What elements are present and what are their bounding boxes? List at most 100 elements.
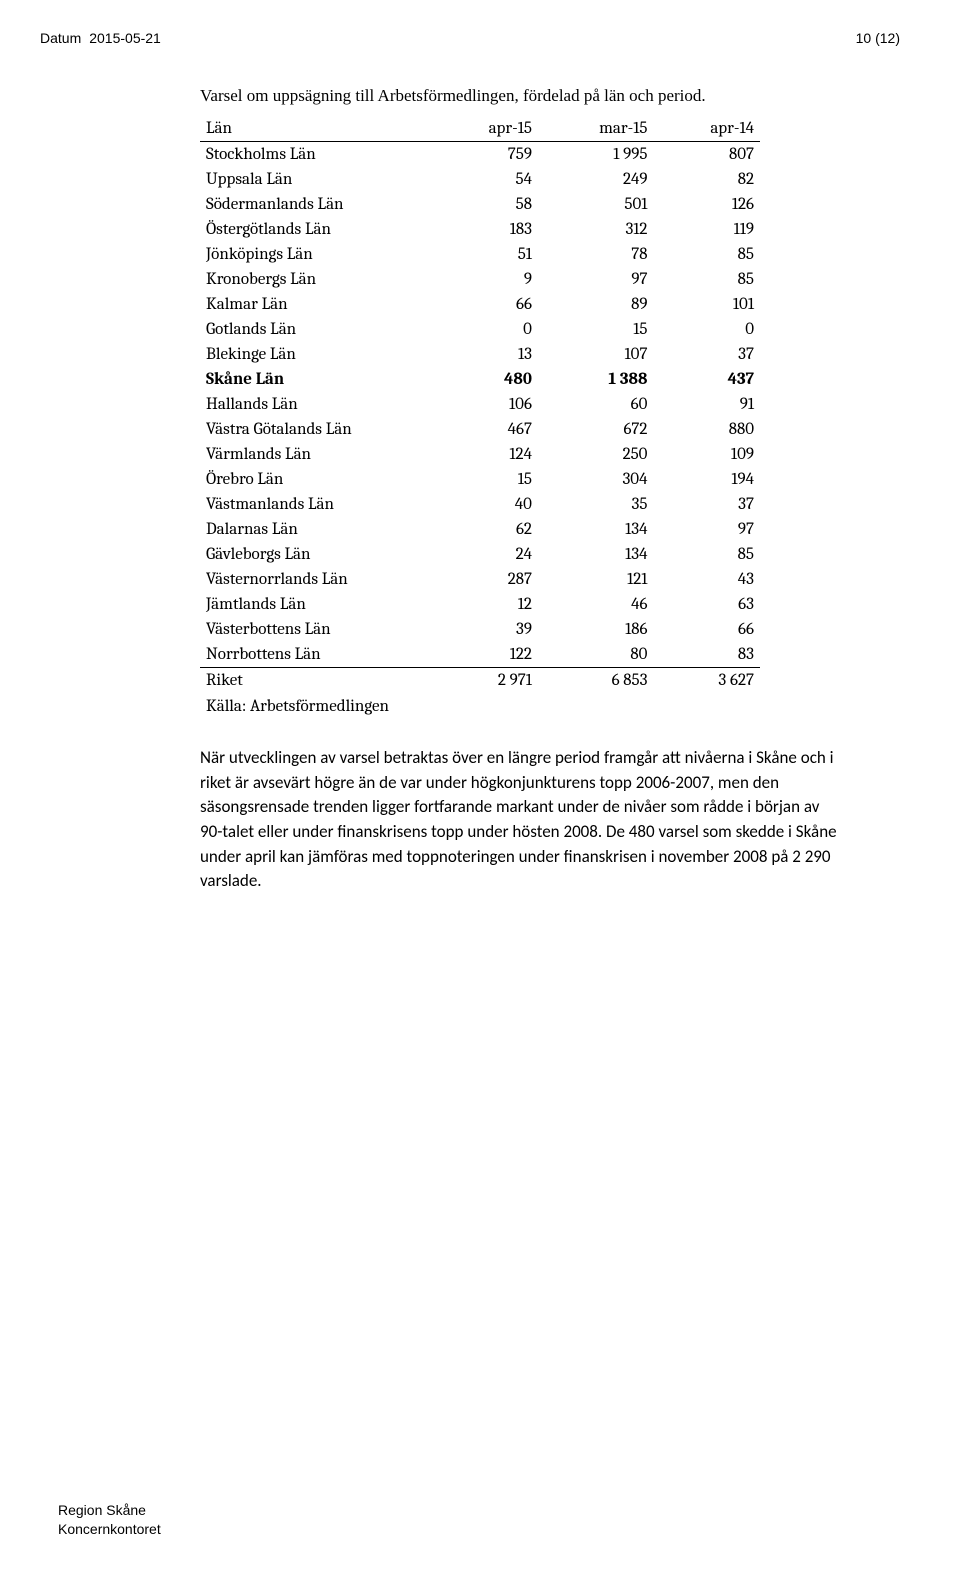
table-row: Skåne Län4801 388437 (200, 367, 760, 392)
cell-value: 183 (432, 217, 538, 242)
cell-name: Blekinge Län (200, 342, 432, 367)
cell-name: Västernorrlands Län (200, 567, 432, 592)
table-row: Uppsala Län5424982 (200, 167, 760, 192)
data-table: Län apr-15 mar-15 apr-14 Stockholms Län7… (200, 116, 760, 693)
page: Datum 2015-05-21 10 (12) Varsel om uppsä… (0, 0, 960, 1584)
table-source: Källa: Arbetsförmedlingen (200, 697, 860, 716)
cell-value: 60 (538, 392, 654, 417)
footer-line2: Koncernkontoret (58, 1520, 161, 1539)
cell-value: 304 (538, 467, 654, 492)
cell-name: Östergötlands Län (200, 217, 432, 242)
cell-value: 24 (432, 542, 538, 567)
col-header-lan: Län (200, 116, 432, 142)
cell-value: 12 (432, 592, 538, 617)
cell-value: 40 (432, 492, 538, 517)
cell-name: Värmlands Län (200, 442, 432, 467)
cell-name: Uppsala Län (200, 167, 432, 192)
col-header-mar15: mar-15 (538, 116, 654, 142)
cell-value: 82 (653, 167, 760, 192)
table-row: Kalmar Län6689101 (200, 292, 760, 317)
cell-value: 101 (653, 292, 760, 317)
table-row: Gävleborgs Län2413485 (200, 542, 760, 567)
cell-value: 134 (538, 517, 654, 542)
table-row: Västra Götalands Län467672880 (200, 417, 760, 442)
cell-value: 85 (653, 267, 760, 292)
cell-value: 15 (538, 317, 654, 342)
cell-value: 119 (653, 217, 760, 242)
cell-value: 3 627 (653, 668, 760, 694)
table-row: Blekinge Län1310737 (200, 342, 760, 367)
cell-name: Örebro Län (200, 467, 432, 492)
cell-value: 480 (432, 367, 538, 392)
cell-name: Kronobergs Län (200, 267, 432, 292)
cell-value: 85 (653, 242, 760, 267)
cell-value: 37 (653, 492, 760, 517)
cell-value: 2 971 (432, 668, 538, 694)
table-row: Södermanlands Län58501126 (200, 192, 760, 217)
cell-value: 807 (653, 142, 760, 168)
cell-name: Jönköpings Län (200, 242, 432, 267)
cell-value: 109 (653, 442, 760, 467)
table-row: Norrbottens Län1228083 (200, 642, 760, 668)
cell-name: Stockholms Län (200, 142, 432, 168)
datum-label: Datum (40, 30, 81, 46)
cell-value: 107 (538, 342, 654, 367)
cell-value: 194 (653, 467, 760, 492)
cell-value: 106 (432, 392, 538, 417)
cell-name: Kalmar Län (200, 292, 432, 317)
cell-value: 43 (653, 567, 760, 592)
cell-name: Gotlands Län (200, 317, 432, 342)
page-footer: Region Skåne Koncernkontoret (58, 1501, 161, 1539)
col-header-apr15: apr-15 (432, 116, 538, 142)
cell-value: 759 (432, 142, 538, 168)
cell-value: 124 (432, 442, 538, 467)
table-row: Västmanlands Län403537 (200, 492, 760, 517)
table-row: Gotlands Län0150 (200, 317, 760, 342)
cell-name: Hallands Län (200, 392, 432, 417)
table-row: Jämtlands Län124663 (200, 592, 760, 617)
cell-value: 437 (653, 367, 760, 392)
cell-value: 66 (432, 292, 538, 317)
cell-value: 66 (653, 617, 760, 642)
header-date: 2015-05-21 (89, 30, 161, 46)
cell-value: 6 853 (538, 668, 654, 694)
cell-name: Norrbottens Län (200, 642, 432, 668)
table-row: Dalarnas Län6213497 (200, 517, 760, 542)
cell-value: 80 (538, 642, 654, 668)
cell-value: 62 (432, 517, 538, 542)
cell-name: Skåne Län (200, 367, 432, 392)
table-total-row: Riket2 9716 8533 627 (200, 668, 760, 694)
cell-name: Södermanlands Län (200, 192, 432, 217)
table-row: Kronobergs Län99785 (200, 267, 760, 292)
cell-value: 39 (432, 617, 538, 642)
table-row: Östergötlands Län183312119 (200, 217, 760, 242)
cell-value: 13 (432, 342, 538, 367)
cell-name: Dalarnas Län (200, 517, 432, 542)
cell-value: 134 (538, 542, 654, 567)
table-row: Västernorrlands Län28712143 (200, 567, 760, 592)
cell-value: 249 (538, 167, 654, 192)
cell-value: 1 388 (538, 367, 654, 392)
cell-value: 46 (538, 592, 654, 617)
cell-value: 54 (432, 167, 538, 192)
cell-value: 126 (653, 192, 760, 217)
cell-value: 78 (538, 242, 654, 267)
table-row: Örebro Län15304194 (200, 467, 760, 492)
cell-value: 89 (538, 292, 654, 317)
table-row: Hallands Län1066091 (200, 392, 760, 417)
cell-name: Riket (200, 668, 432, 694)
table-header-row: Län apr-15 mar-15 apr-14 (200, 116, 760, 142)
cell-name: Jämtlands Län (200, 592, 432, 617)
cell-value: 0 (432, 317, 538, 342)
cell-value: 91 (653, 392, 760, 417)
footer-line1: Region Skåne (58, 1501, 161, 1520)
page-indicator: 10 (12) (856, 30, 900, 46)
cell-value: 37 (653, 342, 760, 367)
cell-value: 312 (538, 217, 654, 242)
cell-value: 0 (653, 317, 760, 342)
cell-name: Västra Götalands Län (200, 417, 432, 442)
cell-value: 467 (432, 417, 538, 442)
table-caption: Varsel om uppsägning till Arbetsförmedli… (200, 86, 860, 106)
cell-value: 97 (538, 267, 654, 292)
cell-value: 83 (653, 642, 760, 668)
